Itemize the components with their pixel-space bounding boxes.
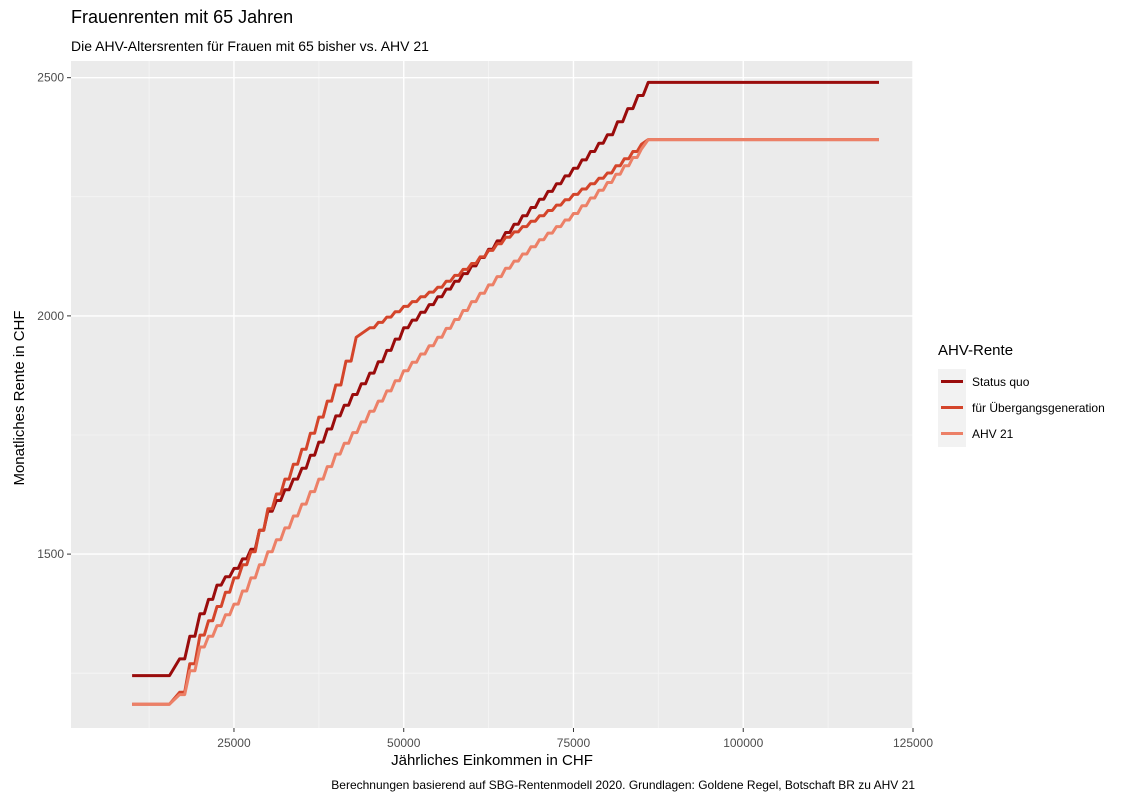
y-tick-label: 2500 — [37, 71, 64, 85]
chart-title: Frauenrenten mit 65 Jahren — [71, 7, 294, 27]
series-line — [132, 138, 879, 706]
series-line — [132, 138, 879, 706]
y-tick-label: 1500 — [37, 547, 64, 561]
x-tick-label: 75000 — [557, 736, 591, 750]
major-gridlines — [71, 61, 914, 728]
legend-label: Status quo — [972, 375, 1030, 389]
legend-items: Status quo für Übergangsgeneration AHV 21 — [938, 369, 1105, 447]
series-lines — [132, 80, 879, 706]
y-axis-title: Monatliches Rente in CHF — [11, 310, 28, 485]
legend-item: AHV 21 — [938, 421, 1105, 447]
legend-title: AHV-Rente — [938, 342, 1014, 359]
x-axis-title: Jährliches Einkommen in CHF — [391, 752, 593, 769]
legend-key — [938, 421, 966, 447]
chart-caption: Berechnungen basierend auf SBG-Rentenmod… — [331, 778, 915, 792]
legend-item: Status quo — [938, 369, 1105, 395]
plot-panel — [71, 61, 913, 728]
x-tick-label: 125000 — [893, 736, 933, 750]
series-line — [132, 80, 879, 678]
legend-label: AHV 21 — [972, 427, 1014, 441]
legend-key — [938, 395, 966, 421]
x-axis-ticks: 25000 50000 75000 100000 125000 — [217, 728, 933, 750]
legend-key — [938, 369, 966, 395]
legend-item: für Übergangsgeneration — [938, 395, 1105, 421]
y-tick-label: 2000 — [37, 309, 64, 323]
x-tick-label: 100000 — [723, 736, 763, 750]
x-tick-label: 25000 — [217, 736, 251, 750]
chart-subtitle: Die AHV-Altersrenten für Frauen mit 65 b… — [71, 38, 429, 54]
y-axis-ticks: 1500 2000 2500 — [37, 71, 71, 561]
minor-gridlines — [71, 61, 913, 728]
legend-label: für Übergangsgeneration — [972, 401, 1105, 415]
x-tick-label: 50000 — [387, 736, 421, 750]
legend: AHV-Rente Status quo für Übergangsgenerat… — [938, 342, 1105, 447]
